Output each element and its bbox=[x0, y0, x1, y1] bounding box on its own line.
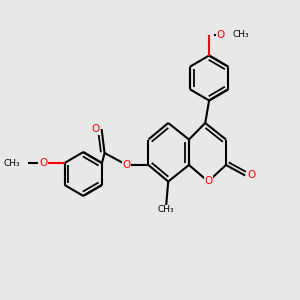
Text: O: O bbox=[247, 170, 255, 181]
Text: O: O bbox=[217, 29, 225, 40]
Text: O: O bbox=[92, 124, 100, 134]
Text: O: O bbox=[204, 176, 212, 187]
Text: CH₃: CH₃ bbox=[158, 206, 175, 214]
Text: CH₃: CH₃ bbox=[233, 30, 249, 39]
Text: O: O bbox=[123, 160, 131, 170]
Text: CH₃: CH₃ bbox=[4, 158, 20, 167]
Text: O: O bbox=[40, 158, 48, 168]
